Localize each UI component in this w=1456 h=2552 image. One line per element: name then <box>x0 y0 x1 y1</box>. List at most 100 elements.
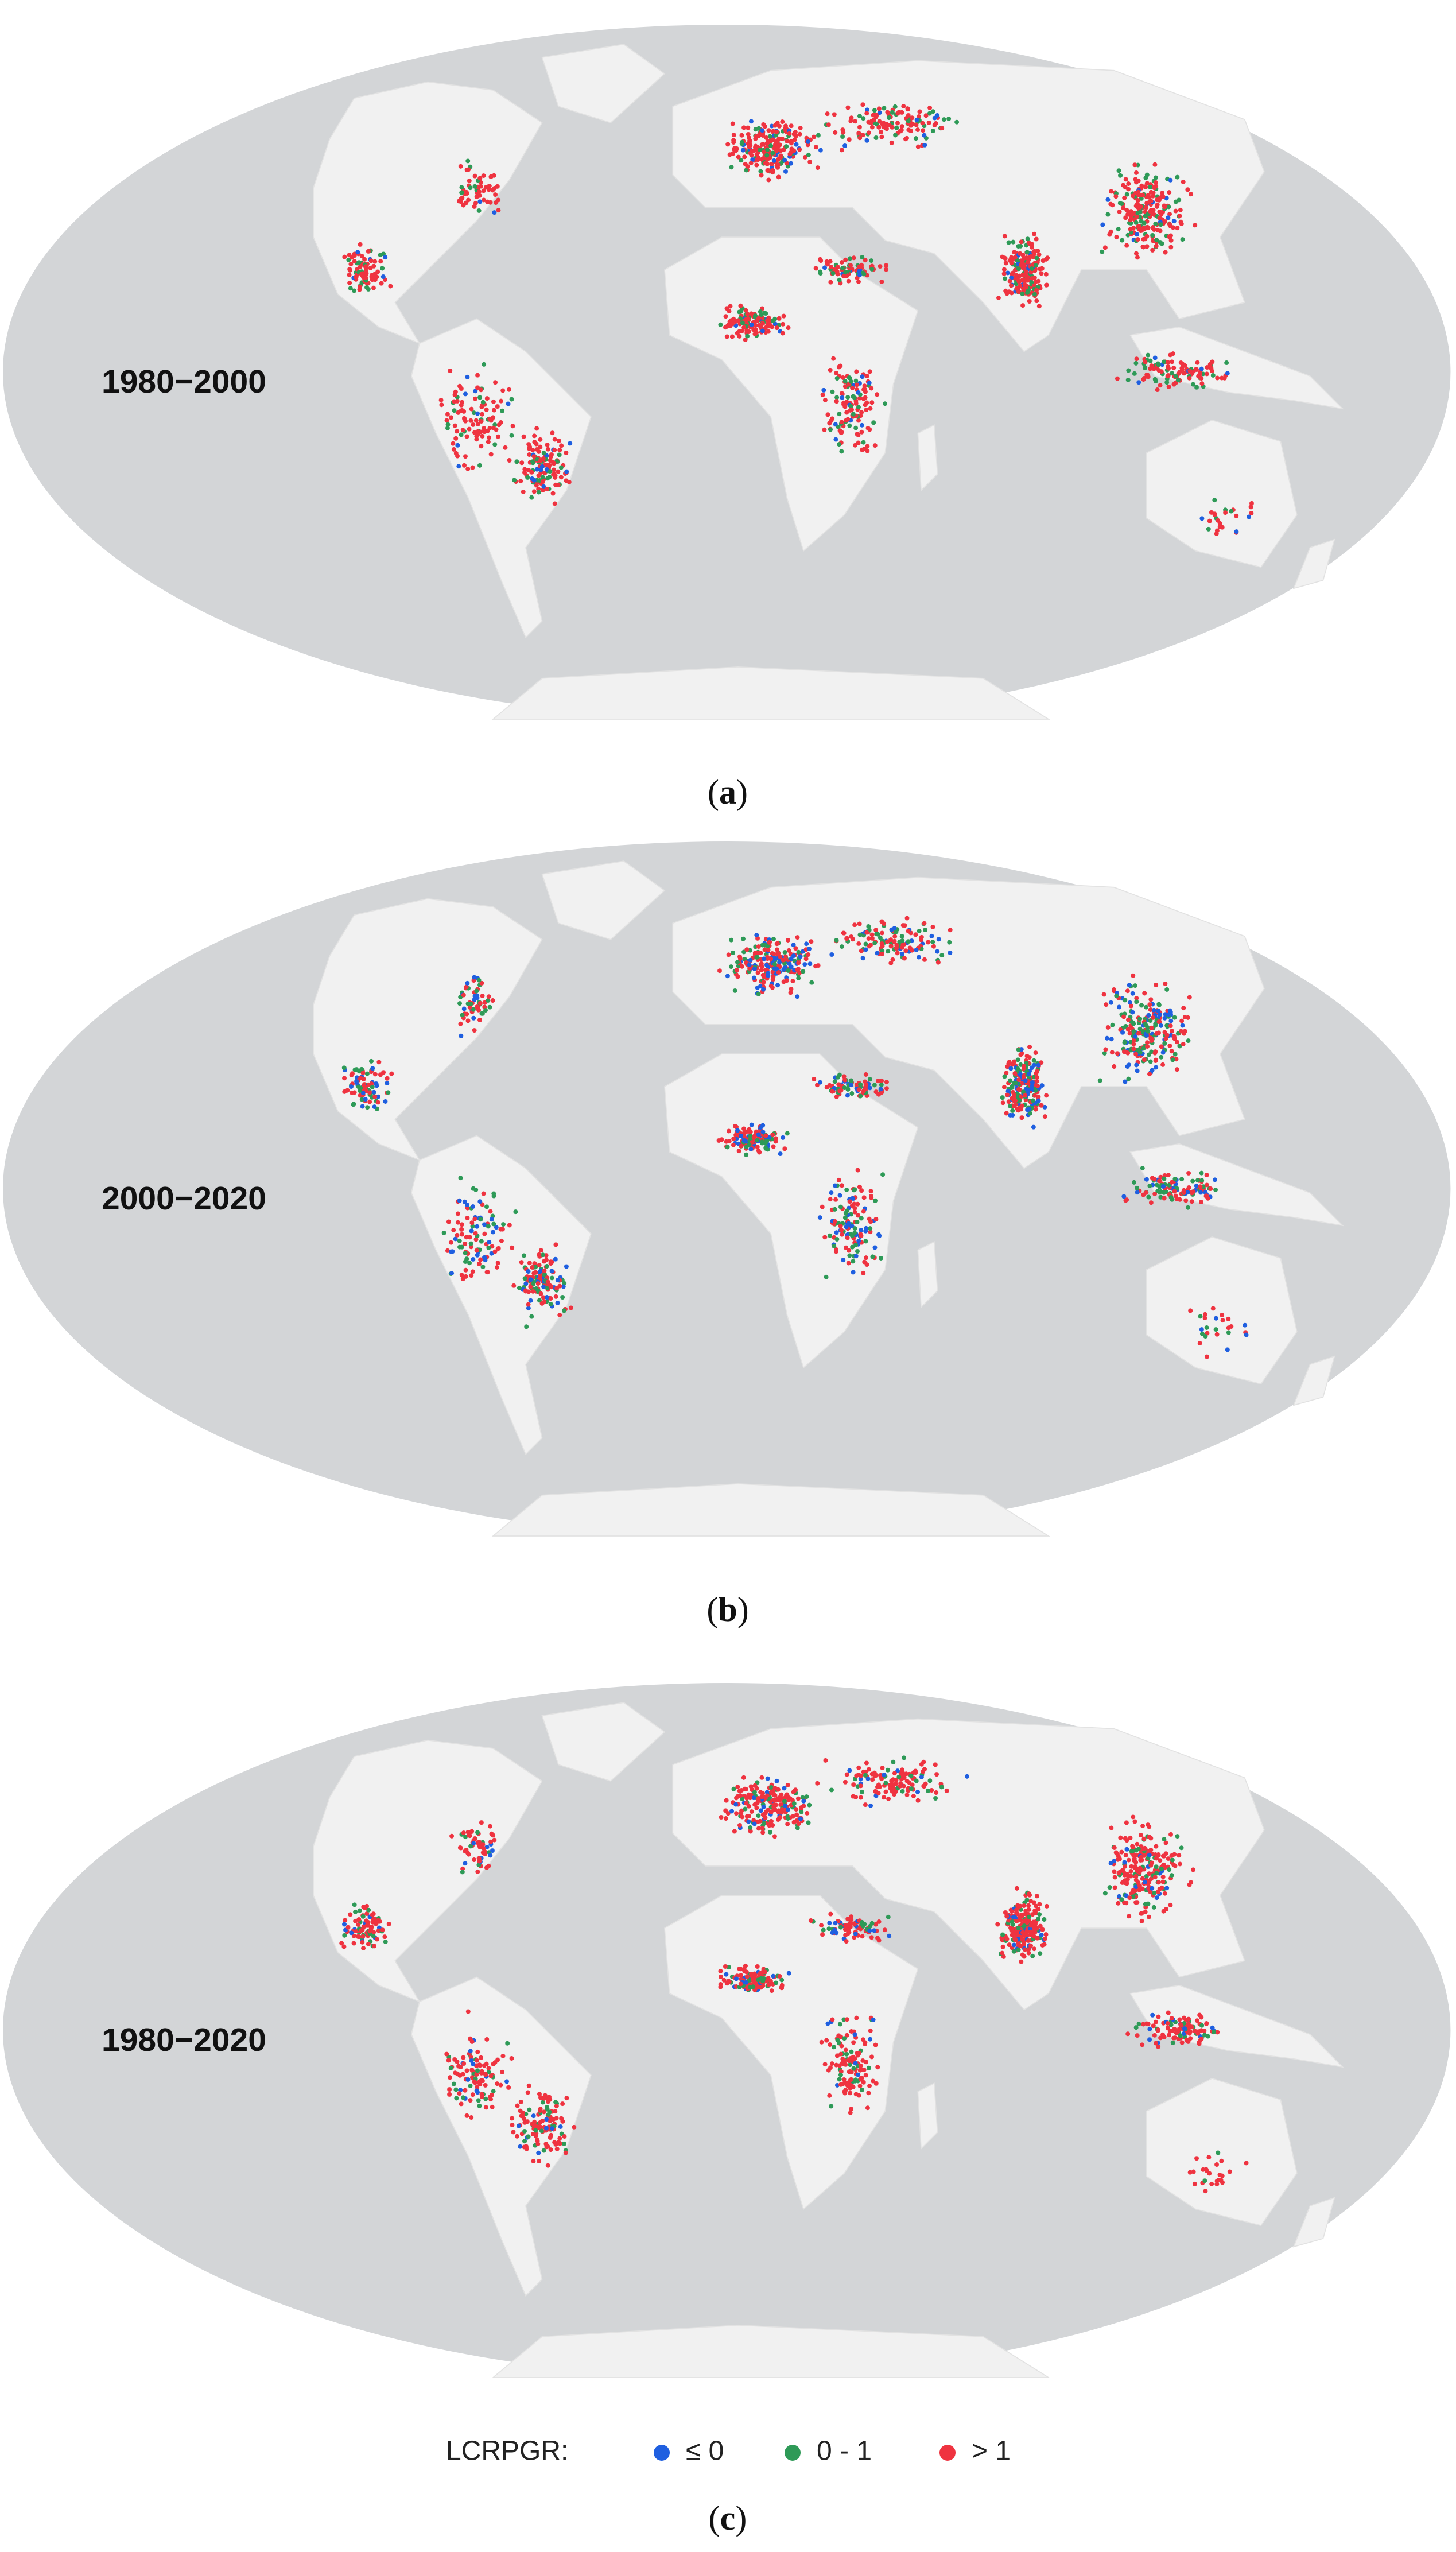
site-dot <box>1140 244 1146 249</box>
site-dot <box>760 133 766 138</box>
site-dot <box>1123 1864 1128 1869</box>
site-dot <box>1028 1923 1034 1928</box>
site-dot <box>441 1230 446 1235</box>
site-dot <box>754 162 759 168</box>
site-dot <box>1162 359 1167 364</box>
site-dot <box>1214 531 1219 536</box>
site-dot <box>541 1295 546 1300</box>
site-dot <box>459 386 464 391</box>
site-dot <box>524 1324 529 1329</box>
site-dot <box>822 397 828 402</box>
site-dot <box>1102 1050 1107 1056</box>
site-dot <box>448 415 453 420</box>
site-dot <box>886 1914 891 1919</box>
site-dot <box>459 1273 464 1278</box>
site-dot <box>747 1142 752 1147</box>
site-dot <box>796 976 801 980</box>
site-dot <box>1035 1936 1040 1941</box>
site-dot <box>748 957 753 963</box>
site-dot <box>732 988 737 993</box>
site-dot <box>807 961 813 967</box>
site-dot <box>1016 1077 1022 1083</box>
site-dot <box>1187 1882 1192 1887</box>
site-dot <box>496 208 501 213</box>
site-dot <box>768 983 774 988</box>
site-dot <box>1132 1819 1137 1824</box>
site-dot <box>521 489 526 494</box>
site-dot <box>853 2061 858 2066</box>
site-dot <box>360 1091 366 1096</box>
site-dot <box>1036 1907 1041 1912</box>
site-dot <box>1144 1177 1149 1182</box>
site-dot <box>486 998 491 1003</box>
site-dot <box>1018 251 1023 256</box>
site-dot <box>367 1929 372 1934</box>
site-dot <box>861 1209 866 1214</box>
site-dot <box>892 939 897 944</box>
site-dot <box>831 356 836 361</box>
site-dot <box>771 1797 776 1802</box>
site-dot <box>1168 1023 1173 1029</box>
site-dot <box>922 921 927 926</box>
site-dot <box>1140 1166 1145 1171</box>
site-dot <box>1177 214 1182 219</box>
site-dot <box>873 1198 878 1203</box>
site-dot <box>927 111 932 116</box>
site-dot <box>954 119 960 125</box>
site-dot <box>522 470 527 475</box>
site-dot <box>1034 298 1039 304</box>
site-dot <box>471 1186 476 1191</box>
site-dot <box>756 1132 761 1137</box>
site-dot <box>1102 1891 1108 1896</box>
site-dot <box>893 1781 898 1786</box>
site-dot <box>868 2028 873 2033</box>
site-dot <box>364 271 369 276</box>
site-dot <box>728 964 733 969</box>
site-dot <box>1168 2022 1174 2027</box>
site-dot <box>845 395 851 400</box>
site-dot <box>1141 220 1147 226</box>
site-dot <box>859 948 864 953</box>
site-dot <box>1003 1910 1008 1915</box>
site-dot <box>721 1977 727 1983</box>
site-dot <box>725 974 730 979</box>
site-dot <box>840 375 845 380</box>
site-dot <box>383 1099 388 1104</box>
site-dot <box>378 259 383 264</box>
site-dot <box>540 2100 545 2105</box>
site-dot <box>848 379 853 384</box>
site-dot <box>845 1093 850 1098</box>
site-dot <box>764 1790 770 1795</box>
site-dot <box>859 1188 864 1193</box>
site-dot <box>833 130 838 135</box>
site-dot <box>914 117 919 122</box>
site-dot <box>841 930 847 936</box>
site-dot <box>1186 2016 1191 2022</box>
site-dot <box>851 1782 856 1787</box>
site-dot <box>460 1870 465 1875</box>
site-dot <box>1127 1031 1132 1036</box>
site-dot <box>853 1254 859 1259</box>
site-dot <box>789 123 794 129</box>
site-dot <box>1160 1874 1166 1879</box>
site-dot <box>528 1298 533 1303</box>
site-dot <box>1039 266 1045 271</box>
site-dot <box>869 1935 874 1940</box>
site-dot <box>1012 255 1018 260</box>
site-dot <box>1016 1926 1021 1931</box>
site-dot <box>467 426 472 432</box>
site-dot <box>900 1767 904 1773</box>
site-dot <box>1019 1959 1024 1964</box>
site-dot <box>358 1075 363 1080</box>
site-dot <box>771 1973 776 1979</box>
site-dot <box>1146 1029 1151 1034</box>
site-dot <box>864 1225 869 1231</box>
site-dot <box>1199 1178 1205 1183</box>
site-dot <box>1199 516 1205 521</box>
site-dot <box>893 133 898 138</box>
site-dot <box>1030 266 1035 272</box>
site-dot <box>775 983 781 988</box>
site-dot <box>459 2101 464 2107</box>
site-dot <box>760 1979 766 1984</box>
site-dot <box>464 984 469 990</box>
